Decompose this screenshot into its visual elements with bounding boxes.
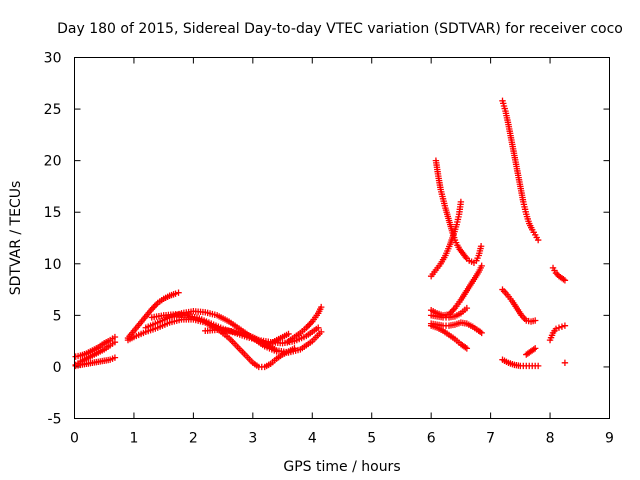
data-point (111, 354, 119, 361)
y-tick-label: 5 (53, 308, 62, 324)
data-point (450, 306, 457, 313)
x-axis-label: GPS time / hours (283, 459, 400, 475)
data-point (561, 359, 569, 367)
x-tick-label: 1 (129, 431, 138, 447)
data-point (478, 329, 485, 337)
data-point (304, 322, 312, 330)
data-point (552, 325, 560, 332)
data-point (315, 324, 322, 331)
y-axis-label: SDTVAR / TECUs (8, 181, 24, 296)
data-point (531, 317, 539, 324)
x-tick-label: 0 (70, 431, 79, 447)
data-point (285, 330, 292, 338)
data-point (111, 333, 119, 341)
data-point (561, 277, 569, 284)
data-point (306, 321, 313, 328)
data-point (151, 302, 158, 310)
data-point (150, 304, 157, 311)
y-tick-label: 25 (44, 102, 62, 118)
data-point (558, 323, 566, 330)
axis-ticks: 0 1 2 3 4 5 6 7 8 9 -5 0 5 10 15 20 25 30 (44, 51, 614, 447)
data-point (531, 345, 539, 352)
x-tick-label: 2 (189, 431, 198, 447)
x-tick-label: 4 (308, 431, 317, 447)
data-point (463, 345, 471, 352)
data-point (153, 301, 160, 308)
y-tick-label: -5 (48, 412, 62, 428)
data-point (561, 322, 569, 329)
y-tick-label: 10 (44, 257, 62, 273)
data-point (317, 328, 325, 336)
data-point (172, 290, 179, 297)
data-point (307, 319, 314, 327)
y-tick-label: 0 (53, 360, 62, 376)
data-point (175, 289, 182, 296)
data-point (534, 236, 542, 244)
plot-frame (74, 57, 610, 419)
data-point (457, 198, 465, 206)
y-tick-label: 30 (44, 51, 62, 67)
data-point (317, 303, 325, 311)
data-point (534, 362, 542, 370)
data-point (555, 324, 563, 331)
data-point (448, 308, 456, 315)
y-tick-label: 20 (44, 154, 62, 170)
x-tick-label: 7 (486, 431, 495, 447)
data-point (477, 243, 485, 250)
x-tick-label: 9 (605, 431, 614, 447)
y-tick-label: 15 (44, 205, 62, 221)
x-tick-label: 3 (248, 431, 257, 447)
x-tick-label: 6 (427, 431, 436, 447)
x-tick-label: 8 (546, 431, 555, 447)
chart-title: Day 180 of 2015, Sidereal Day-to-day VTE… (57, 21, 623, 37)
data-points (72, 97, 569, 371)
data-point (478, 262, 485, 270)
x-tick-label: 5 (367, 431, 376, 447)
data-point (463, 304, 471, 312)
